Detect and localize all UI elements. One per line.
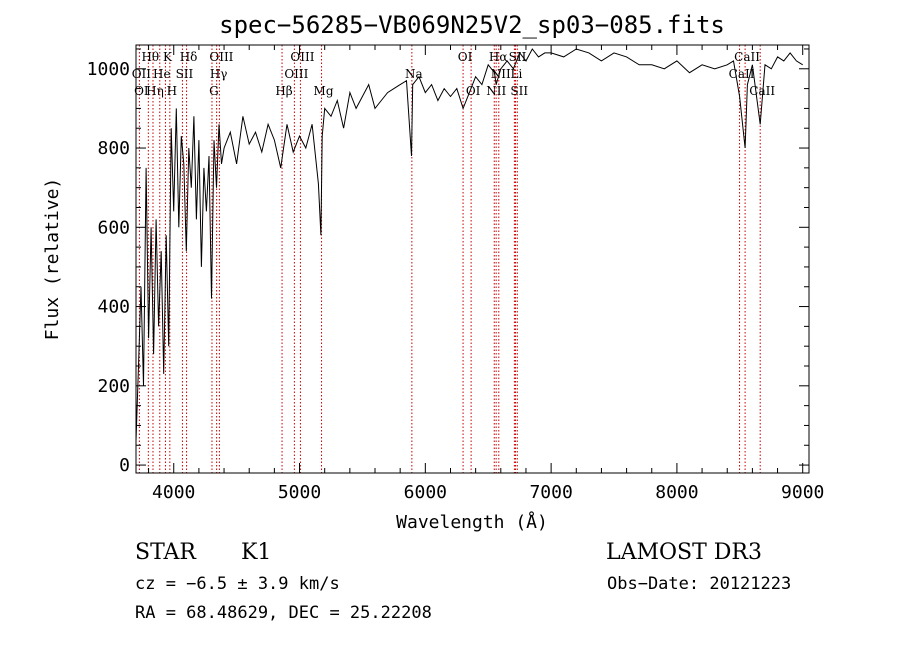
spectrum-chart: spec−56285−VB069N25V2_sp03−085.fits 4000… — [42, 11, 824, 533]
line-label: SII — [176, 67, 194, 81]
emission-line-markers — [138, 45, 761, 473]
line-label: NII — [491, 67, 511, 81]
line-label: H — [167, 84, 177, 98]
line-label: SII — [509, 50, 527, 64]
line-label: OI — [466, 84, 481, 98]
observation-date: Obs−Date: 20121223 — [607, 574, 792, 594]
x-tick-label: 8000 — [655, 482, 698, 503]
y-tick-label: 200 — [97, 376, 130, 397]
y-tick-label: 600 — [97, 217, 130, 238]
y-tick-label: 400 — [97, 297, 130, 318]
y-tick-label: 800 — [97, 138, 130, 159]
x-tick-label: 6000 — [404, 482, 447, 503]
line-label: Na — [405, 67, 423, 81]
ra-dec-coordinates: RA = 68.48629, DEC = 25.22208 — [135, 603, 432, 623]
x-tick-label: 4000 — [152, 482, 195, 503]
line-label: OIII — [284, 67, 308, 81]
line-label: Hη — [146, 84, 164, 98]
x-tick-label: 7000 — [529, 482, 572, 503]
line-label: OI — [134, 84, 149, 98]
line-label: Mg — [314, 84, 334, 98]
redshift-cz: cz = −6.5 ± 3.9 km/s — [135, 574, 340, 594]
x-tick-label: 5000 — [278, 482, 321, 503]
line-label: He — [153, 67, 171, 81]
x-axis-label: Wavelength (Å) — [396, 511, 548, 533]
line-label: CaII — [734, 50, 760, 64]
line-label: NII — [486, 84, 506, 98]
line-label: Hβ — [275, 84, 292, 98]
object-subclass: K1 — [241, 540, 272, 565]
x-tick-label: 9000 — [781, 482, 824, 503]
line-label: Hδ — [180, 50, 198, 64]
line-label: Hα — [489, 50, 508, 64]
axis-ticks: 4000 5000 6000 7000 8000 9000 0 200 400 600 800 100… — [87, 45, 824, 503]
line-label: Li — [510, 67, 522, 81]
line-label: K — [163, 50, 173, 64]
line-label: OIII — [209, 50, 233, 64]
y-tick-label: 1000 — [87, 59, 130, 80]
y-axis-label: Flux (relative) — [42, 178, 63, 341]
line-label: OII — [132, 67, 152, 81]
line-label: OIII — [290, 50, 314, 64]
chart-title: spec−56285−VB069N25V2_sp03−085.fits — [219, 11, 725, 39]
line-label: Hθ — [141, 50, 159, 64]
spectrum-line — [135, 48, 803, 442]
line-label: Hγ — [210, 67, 228, 81]
line-label: SII — [510, 84, 528, 98]
line-label: CaII — [749, 84, 775, 98]
plot-frame — [135, 44, 810, 474]
y-tick-label: 0 — [119, 455, 130, 476]
line-label: OI — [458, 50, 473, 64]
object-class: STAR — [135, 540, 196, 565]
line-label: G — [209, 84, 219, 98]
survey-name: LAMOST DR3 — [606, 540, 762, 565]
line-label: CaII — [729, 67, 755, 81]
